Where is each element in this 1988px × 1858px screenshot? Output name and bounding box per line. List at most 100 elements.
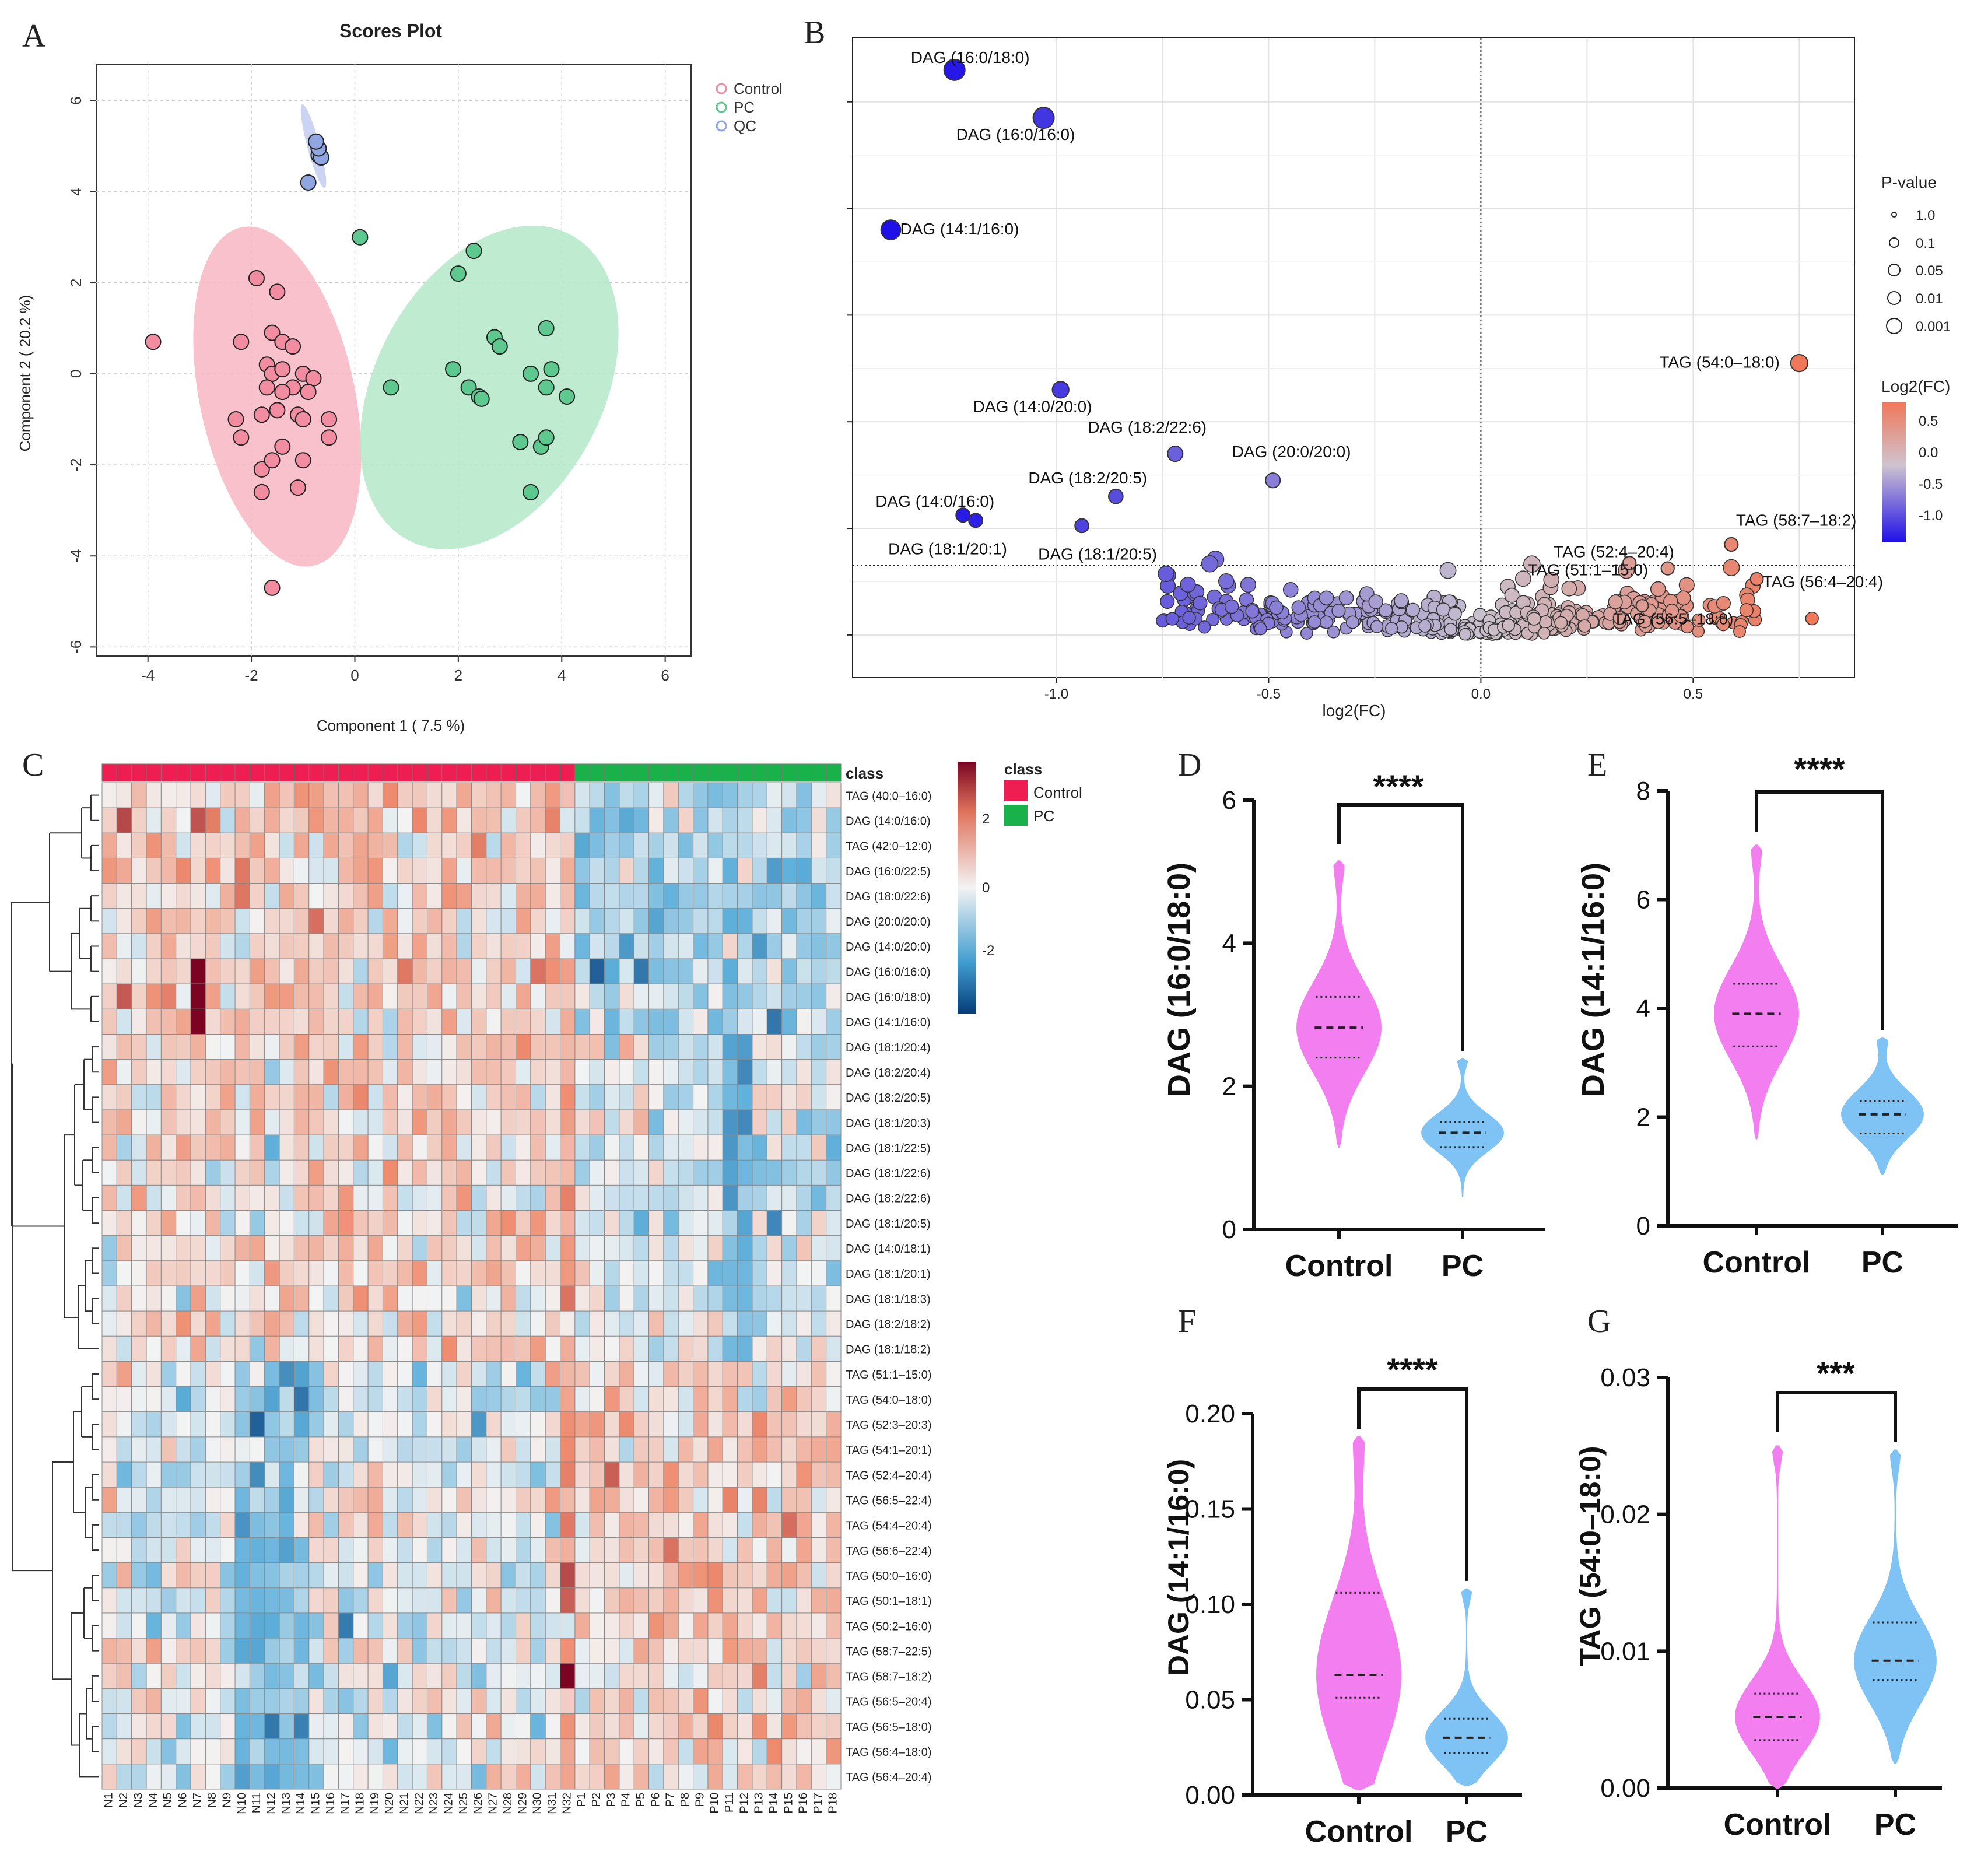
heatmap-cell <box>619 1537 634 1563</box>
heatmap-cell <box>293 1587 310 1614</box>
heatmap-cell <box>382 1310 398 1337</box>
heatmap-cell <box>648 1738 664 1765</box>
heatmap-cell <box>131 1436 147 1463</box>
heatmap-cell <box>176 1638 191 1664</box>
heatmap-cell <box>826 832 842 858</box>
heatmap-cell <box>279 1663 294 1689</box>
heatmap-cell <box>707 1713 723 1740</box>
heatmap-cell <box>382 1109 398 1135</box>
heatmap-cell <box>530 1210 546 1236</box>
heatmap-cell <box>752 1612 767 1639</box>
heatmap-cell <box>693 1184 709 1211</box>
heatmap-cell <box>722 782 738 808</box>
heatmap-row-label: TAG (50:1–18:1) <box>846 1595 931 1608</box>
heatmap-cell <box>796 1487 812 1513</box>
heatmap-cell <box>500 1310 517 1337</box>
heatmap-cell <box>796 832 812 858</box>
heatmap-cell <box>367 832 383 858</box>
heatmap-cell <box>101 983 117 1009</box>
heatmap-cell <box>249 1361 265 1387</box>
heatmap-cell <box>781 1134 797 1161</box>
heatmap-cell <box>471 1335 487 1362</box>
heatmap-cell <box>619 1436 634 1463</box>
heatmap-cell <box>220 832 236 858</box>
heatmap-cell <box>619 1285 634 1312</box>
heatmap-cell <box>752 832 767 858</box>
heatmap-cell <box>500 1084 517 1110</box>
heatmap-cell <box>131 1612 147 1639</box>
heatmap-cell <box>574 958 590 984</box>
heatmap-row-label: TAG (52:4–20:4) <box>846 1469 931 1482</box>
heatmap-cell <box>367 1537 383 1563</box>
violin-f-violin-control <box>1316 1436 1402 1790</box>
heatmap-cell <box>308 933 324 959</box>
panel-label-g: G <box>1587 1303 1611 1340</box>
heatmap-cell <box>766 1411 783 1438</box>
heatmap-cell <box>545 1436 561 1463</box>
volcano-point <box>1307 615 1321 629</box>
volcano-point <box>1180 576 1196 593</box>
heatmap-cell <box>722 1562 738 1589</box>
heatmap-cell <box>707 1436 723 1463</box>
heatmap-cell <box>412 1260 427 1286</box>
heatmap-cell <box>471 807 487 833</box>
heatmap-cell <box>190 908 206 934</box>
heatmap-cell <box>131 1335 147 1362</box>
heatmap-cell <box>766 958 783 984</box>
heatmap-cell <box>441 933 457 959</box>
heatmap-cell <box>146 1361 162 1387</box>
heatmap-cell <box>589 1713 605 1740</box>
heatmap-cell <box>220 983 236 1009</box>
heatmap-cell <box>589 1738 605 1765</box>
heatmap-cell <box>279 1587 294 1614</box>
heatmap-cell <box>234 1285 250 1312</box>
heatmap-cell <box>781 908 797 934</box>
violin-f-ytick-label: 0.10 <box>1185 1590 1235 1619</box>
heatmap-cell <box>693 1084 709 1110</box>
heatmap-cell <box>633 1612 650 1639</box>
heatmap-cell <box>249 832 265 858</box>
heatmap-legend-pc-swatch <box>1004 805 1028 826</box>
heatmap-cell <box>560 782 576 808</box>
heatmap-cell <box>826 1688 842 1715</box>
heatmap-cell <box>441 1562 457 1589</box>
heatmap-cell <box>678 1688 694 1715</box>
heatmap-cell <box>604 1109 620 1135</box>
heatmap-cell <box>412 883 427 909</box>
heatmap-cell <box>589 1386 605 1412</box>
heatmap-cell <box>367 883 383 909</box>
heatmap-cell <box>826 1461 842 1488</box>
heatmap-cell <box>826 1638 842 1664</box>
heatmap-cell <box>367 1386 383 1412</box>
heatmap-cell <box>456 1285 472 1312</box>
heatmap-cell <box>412 1361 427 1387</box>
heatmap-cell <box>752 1688 767 1715</box>
heatmap-cell <box>619 1361 634 1387</box>
heatmap-cell <box>308 983 324 1009</box>
heatmap-cell <box>412 1638 427 1664</box>
heatmap-cell <box>190 1411 206 1438</box>
heatmap-cell <box>234 1059 250 1085</box>
heatmap-cell <box>545 1612 561 1639</box>
heatmap-cell <box>707 1612 723 1639</box>
heatmap-cell <box>426 1461 443 1488</box>
heatmap-cell <box>308 1310 324 1337</box>
heatmap-cell <box>707 1034 723 1060</box>
heatmap-col-label: N14 <box>294 1793 307 1814</box>
scores-point-control <box>248 269 265 286</box>
heatmap-cell <box>574 1688 590 1715</box>
volcano-point <box>1733 625 1746 638</box>
heatmap-row-label: DAG (18:1/20:5) <box>846 1218 931 1231</box>
heatmap-cell <box>338 1310 354 1337</box>
heatmap-cell <box>796 1738 812 1765</box>
heatmap-cell <box>545 1109 561 1135</box>
heatmap-cell <box>338 1537 354 1563</box>
heatmap-cell <box>323 807 339 833</box>
heatmap-cell <box>131 1487 147 1513</box>
heatmap-cell <box>471 1210 487 1236</box>
heatmap-cell <box>678 1159 694 1186</box>
heatmap-cell <box>796 1034 812 1060</box>
heatmap-cell <box>412 983 427 1009</box>
heatmap-cell <box>722 1411 738 1438</box>
heatmap-cell <box>560 1386 576 1412</box>
